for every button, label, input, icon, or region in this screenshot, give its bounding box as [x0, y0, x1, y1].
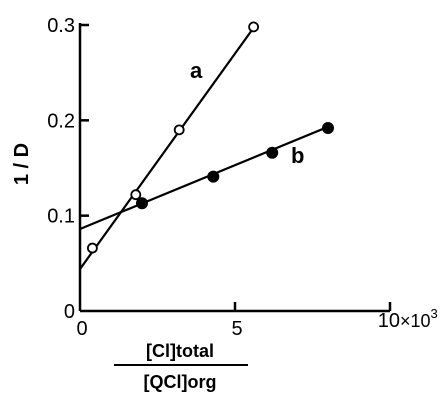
x-axis-label-numerator: [Cl]total [146, 341, 214, 361]
y-tick-label: 0 [64, 301, 75, 323]
x-tick-label: 0 [76, 318, 87, 340]
x-axis-label-denominator: [QCl]org [144, 372, 217, 392]
y-tick-label: 0.2 [47, 110, 75, 132]
series-b-point [266, 146, 279, 159]
x-axis-multiplier: ×103 [400, 306, 438, 331]
series-b-point [207, 170, 220, 183]
ticks: 0 0.1 0.2 0.3 0 5 10 [47, 15, 400, 340]
fit-lines [79, 27, 329, 270]
series-b-point [136, 197, 148, 210]
y-axis-label: 1 / D [11, 143, 33, 185]
x-tick-label: 5 [231, 318, 242, 340]
series-label-a: a [190, 58, 203, 83]
x-tick-label: 10 [378, 310, 400, 332]
y-tick-label: 0.1 [47, 206, 75, 228]
series-b-point [322, 121, 334, 134]
series-a-fit-line [79, 27, 255, 270]
series-a-point [173, 124, 185, 136]
series-a-point [248, 21, 260, 33]
series-a-point [87, 242, 98, 254]
series-label-b: b [291, 143, 304, 168]
axes [78, 23, 390, 313]
points [87, 21, 334, 254]
series-b-fit-line [79, 125, 329, 231]
y-tick-label: 0.3 [47, 15, 75, 37]
series-a-point [130, 189, 142, 201]
